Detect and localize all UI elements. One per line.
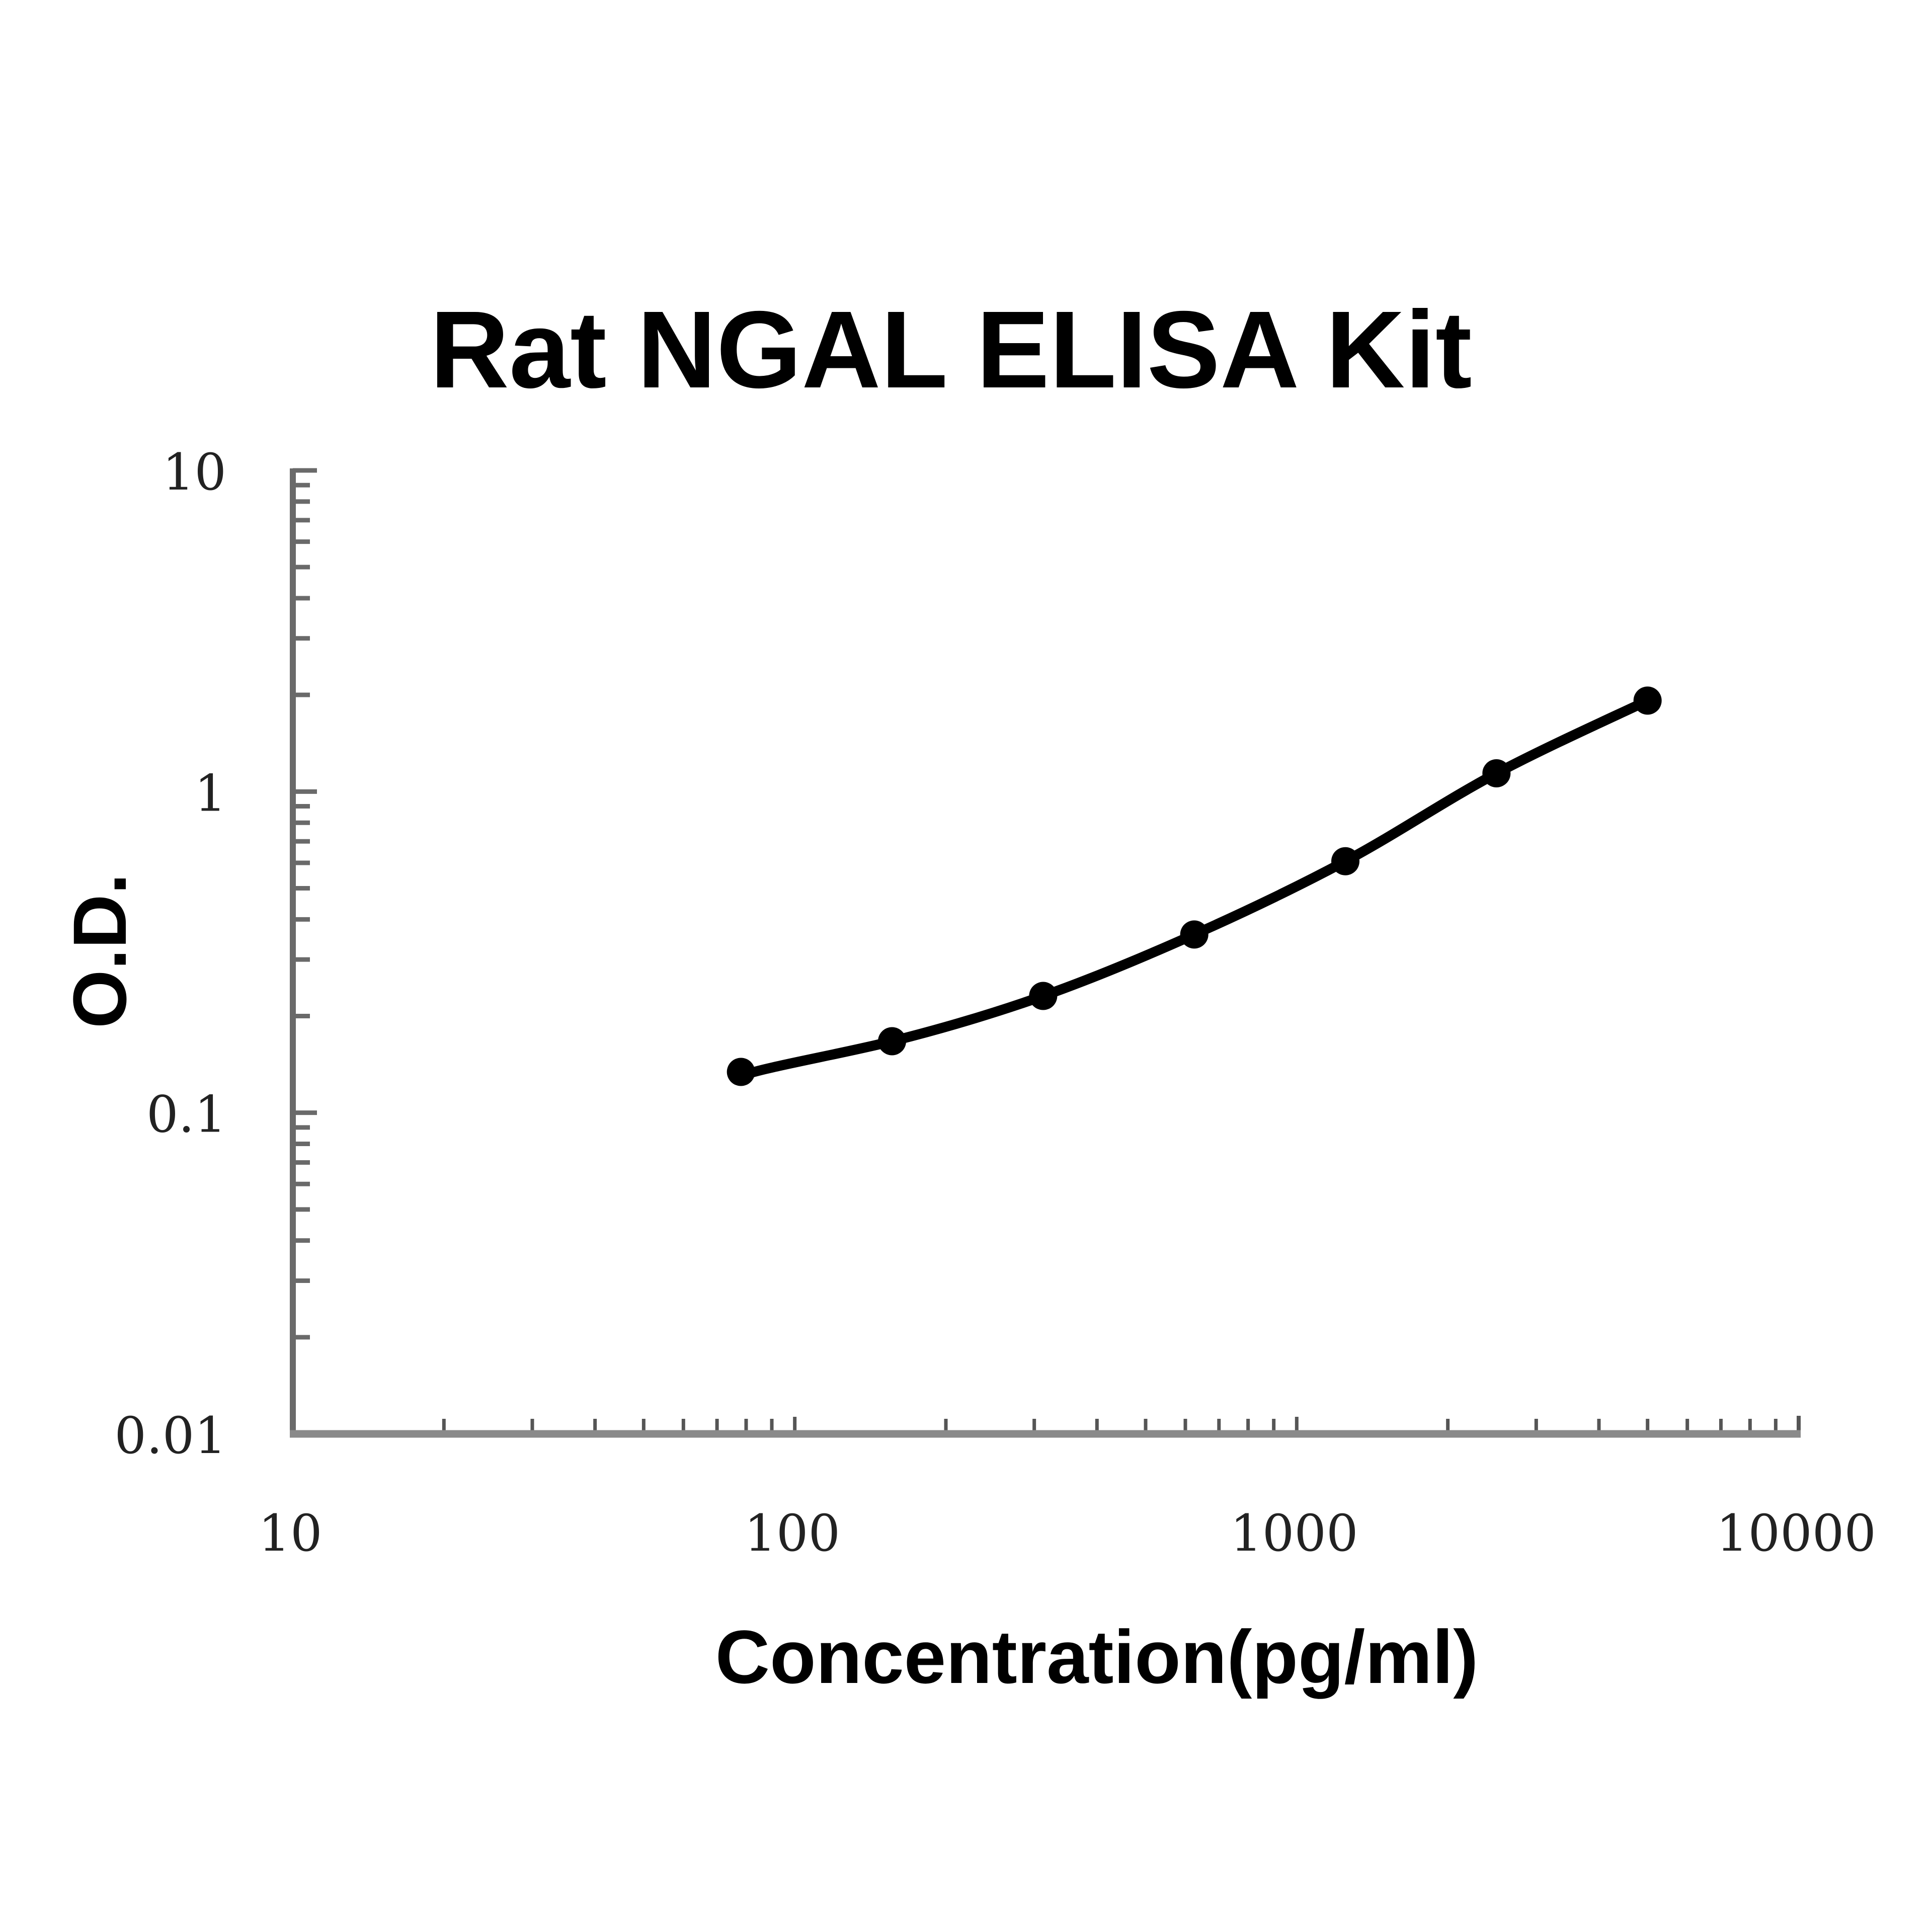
x-tick-label: 10 xyxy=(258,1504,322,1563)
data-point xyxy=(1482,759,1511,788)
data-point xyxy=(1180,920,1209,949)
data-point xyxy=(1633,686,1662,715)
x-axis-tick-labels: 10 100 1000 10000 xyxy=(258,1504,1876,1563)
y-tick-label: 0.1 xyxy=(146,1085,226,1144)
data-point xyxy=(1331,847,1360,875)
y-axis-title: O.D. xyxy=(57,873,142,1028)
y-axis-ticks xyxy=(293,468,317,1436)
y-tick-label: 10 xyxy=(163,443,226,502)
y-tick-label: 1 xyxy=(194,764,226,823)
data-point xyxy=(1029,982,1058,1010)
x-tick-label: 1000 xyxy=(1230,1504,1358,1563)
chart-title: Rat NGAL ELISA Kit xyxy=(430,289,1472,411)
data-point xyxy=(878,1027,907,1056)
y-axis-title-group: O.D. xyxy=(57,873,142,1028)
y-tick-label: 0.01 xyxy=(114,1406,226,1465)
data-point xyxy=(727,1058,755,1086)
y-axis-tick-labels: 0.01 0.1 1 10 xyxy=(114,443,226,1465)
x-tick-label: 100 xyxy=(744,1504,840,1563)
x-axis-title: Concentration(pg/ml) xyxy=(715,1615,1479,1699)
standard-curve-line xyxy=(736,695,1653,1081)
data-point-markers xyxy=(727,686,1662,1086)
x-tick-label: 10000 xyxy=(1716,1504,1876,1563)
